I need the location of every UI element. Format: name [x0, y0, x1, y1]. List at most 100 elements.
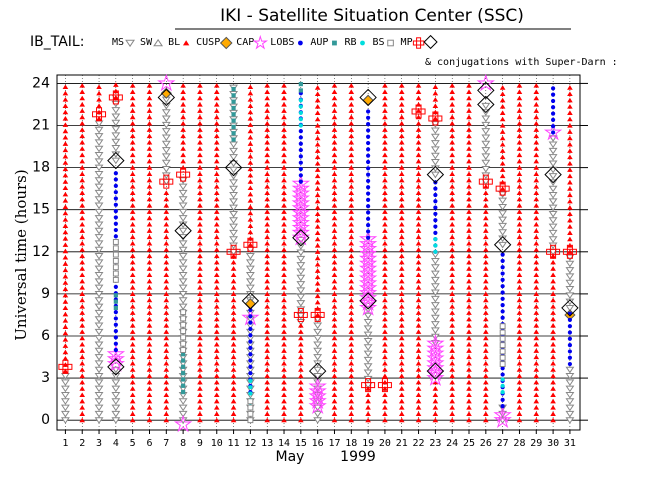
- span: [382, 83, 388, 423]
- marker: [231, 99, 236, 104]
- marker: [314, 142, 321, 147]
- marker: [382, 354, 388, 360]
- marker: [264, 348, 271, 353]
- marker: [146, 240, 153, 246]
- marker: [213, 329, 220, 334]
- marker: [382, 184, 388, 189]
- marker: [180, 133, 186, 139]
- marker: [483, 405, 489, 410]
- span: [224, 158, 243, 177]
- marker: [248, 371, 253, 376]
- marker: [230, 329, 237, 334]
- span: [160, 87, 172, 99]
- marker: [466, 203, 472, 208]
- marker-part: [58, 363, 73, 370]
- marker: [415, 398, 422, 404]
- marker: [146, 184, 153, 189]
- marker: [548, 141, 558, 149]
- marker: [146, 234, 153, 240]
- span: [308, 376, 327, 414]
- marker: [230, 323, 237, 328]
- marker: [366, 109, 371, 114]
- marker: [264, 228, 271, 233]
- marker: [180, 334, 187, 341]
- marker: [111, 385, 121, 393]
- span: [495, 181, 510, 196]
- span: [498, 191, 508, 249]
- marker: [94, 145, 104, 153]
- marker: [348, 379, 355, 385]
- marker: [213, 108, 220, 113]
- span: [310, 307, 325, 322]
- marker: [79, 259, 86, 265]
- marker: [113, 293, 118, 298]
- marker: [296, 293, 306, 301]
- x-tick-label: 29: [530, 438, 542, 449]
- marker: [550, 386, 556, 391]
- marker-part: [243, 241, 258, 248]
- marker: [94, 398, 104, 405]
- marker: [146, 392, 153, 398]
- marker: [516, 253, 523, 259]
- marker: [281, 108, 287, 113]
- marker: [398, 139, 405, 145]
- marker: [229, 198, 239, 205]
- marker: [314, 236, 321, 242]
- marker: [62, 198, 69, 203]
- marker: [230, 272, 237, 278]
- marker: [449, 379, 455, 385]
- marker: [398, 379, 405, 385]
- marker: [178, 290, 188, 298]
- marker: [213, 285, 220, 290]
- marker: [129, 177, 136, 183]
- marker: [113, 299, 118, 304]
- marker: [332, 40, 337, 46]
- marker: [129, 367, 136, 372]
- marker: [567, 116, 573, 122]
- marker: [281, 83, 287, 88]
- marker: [363, 350, 373, 358]
- marker: [229, 154, 239, 161]
- marker: [146, 386, 153, 391]
- span: [331, 83, 338, 423]
- marker: [281, 417, 287, 423]
- marker: [483, 215, 489, 221]
- marker: [163, 373, 170, 379]
- marker: [398, 165, 405, 170]
- marker: [500, 383, 505, 388]
- marker: [432, 405, 439, 410]
- marker: [516, 266, 523, 271]
- span: [499, 85, 506, 191]
- span: [548, 135, 558, 256]
- marker: [363, 319, 373, 326]
- span: [94, 120, 104, 424]
- marker: [62, 355, 69, 361]
- marker: [146, 360, 153, 366]
- marker: [358, 229, 378, 247]
- span: [247, 398, 254, 424]
- marker: [281, 127, 287, 132]
- marker: [331, 158, 338, 164]
- marker: [567, 173, 573, 179]
- marker: [314, 179, 321, 185]
- marker: [548, 154, 558, 161]
- marker: [348, 190, 355, 195]
- marker: [550, 335, 556, 341]
- x-tick-label: 15: [295, 438, 307, 449]
- marker: [163, 253, 170, 259]
- marker: [264, 158, 271, 164]
- span: [157, 88, 176, 107]
- marker: [449, 348, 455, 353]
- marker: [129, 152, 136, 158]
- marker: [483, 386, 489, 391]
- marker: [387, 39, 394, 47]
- marker: [79, 114, 86, 120]
- marker: [516, 272, 523, 278]
- span: [499, 323, 506, 368]
- span: [430, 251, 440, 347]
- marker: [430, 327, 440, 335]
- x-tick-label: 8: [180, 438, 186, 449]
- marker: [161, 140, 171, 148]
- marker: [466, 379, 472, 385]
- marker: [466, 266, 472, 271]
